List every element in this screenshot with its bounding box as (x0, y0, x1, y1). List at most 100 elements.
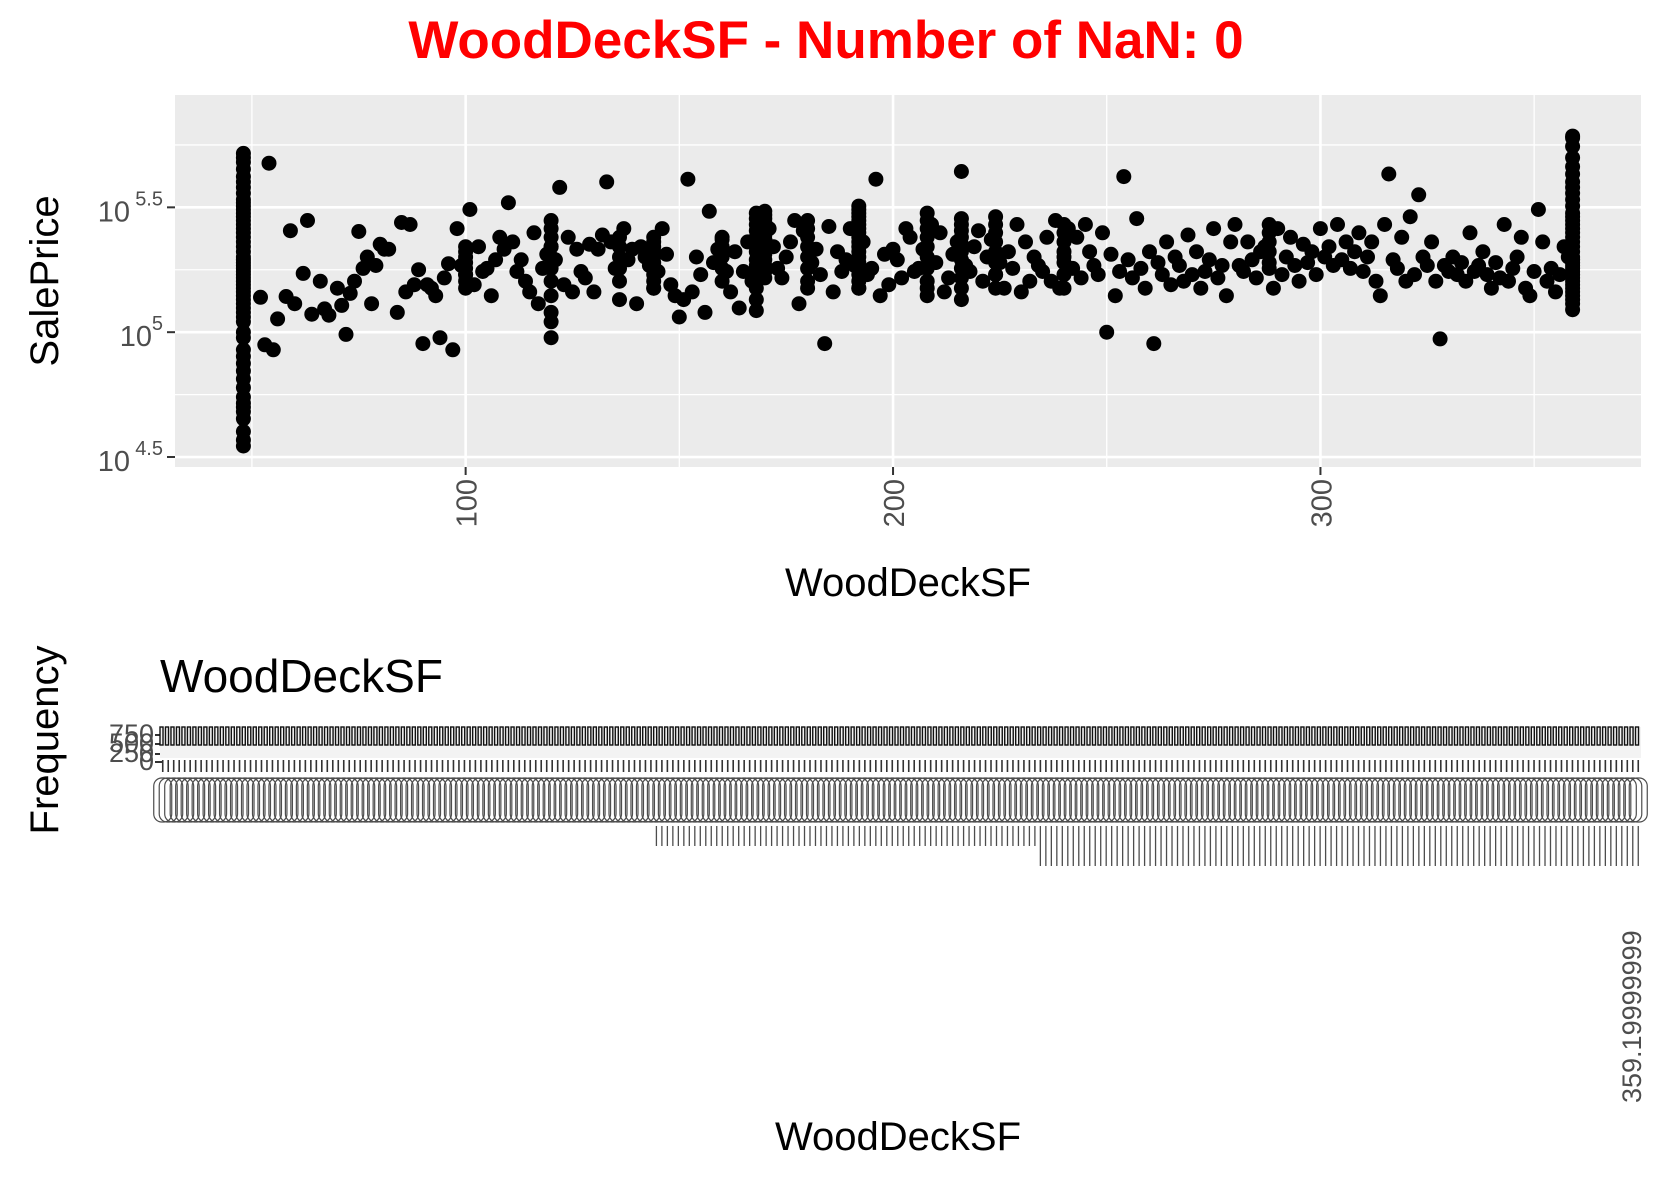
histogram-bar (702, 726, 707, 746)
histogram-bar (230, 726, 236, 746)
scatter-point (1419, 258, 1435, 273)
histogram-x-tick-mark-glyph (279, 777, 299, 823)
histogram-x-tick-glyph (1376, 777, 1396, 823)
histogram-x-tick-glyph (641, 777, 661, 823)
scatter-point (441, 256, 456, 272)
histogram-x-tick-glyph (1332, 777, 1352, 823)
histogram-bar (1448, 726, 1453, 746)
scatter-point (1526, 264, 1542, 279)
histogram-x-tick-glyph (1272, 777, 1292, 823)
histogram-x-tick-glyph (1354, 777, 1374, 823)
histogram-bar (164, 726, 170, 746)
scatter-point (1483, 280, 1499, 296)
scatter-point (1428, 273, 1444, 289)
histogram-x-tick-mark-glyph (487, 777, 507, 823)
histogram-x-tick-glyph (1436, 777, 1456, 823)
scatter-point (1312, 221, 1328, 237)
scatter-point (894, 270, 910, 286)
histogram-x-tick-glyph (405, 777, 425, 823)
histogram-x-tick-mark-glyph (1052, 777, 1072, 823)
histogram-bar (1217, 726, 1223, 746)
scatter-point (590, 241, 606, 257)
histogram-bar (548, 726, 554, 746)
histogram-x-tick-glyph (860, 777, 880, 823)
scatter-point (851, 198, 867, 214)
histogram-x-tick-glyph (1551, 777, 1572, 823)
histogram-x-tick-glyph (1535, 777, 1555, 823)
histogram-x-tick-mark-glyph (1376, 777, 1396, 823)
histogram-x-tick-glyph (712, 777, 732, 823)
histogram-bar (269, 726, 274, 746)
histogram-x-tick-mark-glyph (1277, 777, 1297, 823)
scatter-point (1355, 264, 1371, 279)
scatter-point (1368, 273, 1384, 289)
histogram-x-tick-mark-glyph (1606, 777, 1626, 823)
histogram-x-tick-mark-glyph (218, 777, 239, 823)
histogram-bar (203, 726, 208, 746)
scatter-point (941, 270, 957, 286)
histogram-x-tick-glyph (509, 777, 529, 823)
histogram-x-tick-glyph (838, 777, 858, 823)
histogram-x-tick-glyph (262, 777, 283, 823)
histogram-bar (455, 726, 460, 746)
histogram-x-tick-glyph (899, 777, 919, 823)
histogram-x-tick-glyph (1299, 777, 1319, 823)
histogram-bar (1420, 726, 1426, 746)
histogram-x-tick-glyph (1612, 777, 1632, 823)
scatter-point (1201, 252, 1217, 268)
histogram-x-tick-glyph (202, 777, 222, 823)
histogram-x-tick-mark-glyph (718, 777, 738, 823)
histogram-bar (400, 726, 406, 746)
scatter-point (1056, 255, 1072, 271)
histogram-bar (1541, 726, 1546, 746)
histogram-bar (1322, 726, 1327, 746)
scatter-point (714, 249, 730, 265)
histogram-x-tick-glyph (301, 777, 321, 823)
histogram-bar (1563, 726, 1568, 746)
scatter-point (321, 307, 337, 323)
histogram-bar (625, 726, 630, 746)
histogram-x-tick-mark-glyph (586, 777, 606, 823)
histogram-x-tick-mark-glyph (180, 777, 200, 823)
histogram-x-tick-glyph (1502, 777, 1522, 823)
histogram-x-tick-glyph (1590, 777, 1610, 823)
histogram-x-tick-glyph (1464, 777, 1484, 823)
scatter-point (778, 249, 794, 265)
histogram-x-tick-glyph (1442, 777, 1462, 823)
histogram-x-tick-mark-glyph (696, 777, 716, 823)
histogram-bar (1289, 726, 1294, 746)
scatter-point (1163, 277, 1179, 293)
histogram-bar (1267, 726, 1272, 746)
histogram-x-tick-glyph (1239, 777, 1259, 823)
scatter-point (471, 239, 486, 255)
x-axis-tick-label: 300 (1306, 479, 1338, 527)
histogram-bar (329, 726, 334, 746)
histogram-y-tick-label: 500 (109, 728, 154, 758)
histogram-bar (1047, 726, 1053, 746)
histogram-x-tick-glyph (1261, 777, 1281, 823)
histogram-x-tick-mark-glyph (1497, 777, 1517, 823)
histogram-x-tick-glyph (553, 777, 573, 823)
histogram-x-tick-mark-glyph (789, 777, 809, 823)
histogram-x-tick-mark-glyph (1036, 777, 1056, 823)
scatter-point (693, 267, 709, 283)
scatter-point (1180, 227, 1196, 243)
scatter-point (1116, 169, 1132, 185)
scatter-point (543, 273, 559, 289)
histogram-bar (493, 726, 499, 746)
histogram-x-tick-glyph (504, 777, 524, 823)
histogram-x-tick-mark-glyph (740, 777, 760, 823)
histogram-x-tick-glyph (240, 777, 261, 823)
histogram-x-tick-mark-glyph (657, 777, 677, 823)
histogram-bar (1547, 726, 1552, 746)
histogram-x-tick-mark-glyph (597, 777, 617, 823)
histogram-x-tick-mark-glyph (1178, 777, 1199, 823)
scatter-point (1548, 284, 1563, 300)
scatter-point (389, 304, 405, 320)
histogram-x-tick-glyph (624, 777, 645, 823)
histogram-x-tick-glyph (164, 777, 184, 823)
histogram-x-tick-mark-glyph (202, 777, 222, 823)
histogram-x-tick-glyph (153, 777, 173, 823)
histogram-x-tick-mark-glyph (405, 777, 425, 823)
